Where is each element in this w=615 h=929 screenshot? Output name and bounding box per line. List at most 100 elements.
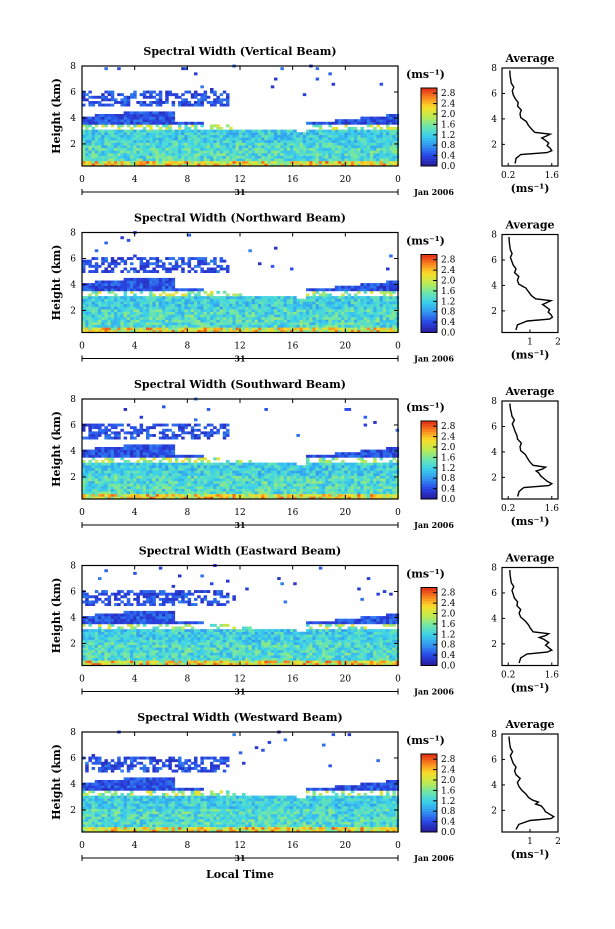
heat-cell [142,478,147,482]
heat-cell [382,470,387,474]
heat-cell [376,306,380,310]
average-title: Average [504,219,554,232]
heat-cell [110,301,115,305]
heat-cell [331,319,336,323]
heat-cell [85,145,89,149]
heat-cell [155,280,160,284]
heat-cell [123,293,128,297]
heat-cell [152,90,156,94]
heat-cell [315,470,320,474]
heat-cell [274,483,278,487]
heat-cell [370,316,374,320]
heat-cell [395,483,400,487]
heat-cell [376,285,380,289]
heat-cell [254,134,259,138]
heat-cell [274,158,278,162]
heat-cell [357,142,361,146]
heat-cell [312,478,316,482]
heat-cell [392,158,396,162]
heat-cell [123,283,128,286]
heat-cell [226,153,230,156]
heat-cell [277,163,281,167]
heat-cell [322,140,326,143]
heat-cell [197,259,201,263]
heat-cell [110,98,115,102]
heat-cell [219,101,224,104]
colorbar-tick-label: 0.0 [441,329,456,339]
heat-cell [382,301,387,305]
heat-cell [254,493,259,497]
heat-cell [197,145,201,149]
heat-cell [85,311,89,315]
heat-cell [146,483,150,487]
heat-cell [389,488,393,492]
heat-cell [88,480,92,484]
heat-cell [197,142,201,146]
heat-cell [104,303,108,307]
heat-cell [382,142,387,146]
heat-cell [357,145,361,149]
heat-cell [338,132,342,136]
heat-cell [322,163,326,167]
heat-cell [85,493,89,497]
heat-cell [344,493,348,497]
heat-cell [142,303,147,307]
heat-cell [123,470,128,474]
heat-cell [242,134,246,138]
heat-cell [130,491,134,495]
heat-cell [238,314,243,318]
heat-cell [149,103,153,107]
heat-cell [187,140,192,143]
heat-cell [379,496,384,500]
heat-cell [318,158,323,162]
heat-cell [222,259,227,263]
heat-cell [130,262,134,266]
heat-cell [149,467,153,471]
heat-cell [248,480,252,484]
heat-cell [338,285,342,289]
heat-cell [114,329,118,333]
heat-cell [306,293,310,297]
heat-cell [142,114,147,117]
heat-cell [82,303,86,307]
heat-cell [363,121,368,125]
heat-cell [328,475,332,479]
heat-cell [395,324,400,328]
heat-cell [184,314,188,318]
heat-cell [334,306,339,310]
heat-cell [242,491,246,495]
heat-cell [248,137,252,141]
heat-cell [94,288,99,292]
heat-cell [277,303,281,307]
heat-cell [280,303,284,307]
heat-cell [130,119,134,123]
avg-x-tick-label: 1.6 [545,171,560,181]
heat-cell [82,493,86,497]
heat-cell [168,322,172,325]
heat-cell [222,303,227,307]
heat-cell [341,470,345,474]
heat-cell [222,496,227,500]
heat-cell [334,147,339,151]
colorbar-segment [421,129,437,133]
heat-cell [341,285,345,289]
heat-cell [248,163,252,167]
heat-cell [315,77,320,81]
heat-cell [312,160,316,164]
heat-cell [354,119,358,123]
heat-cell [110,160,115,164]
heat-cell [286,134,291,138]
heat-cell [174,322,179,325]
heat-cell [123,277,128,281]
heat-cell [389,329,393,333]
heat-cell [181,488,185,492]
heat-cell [245,478,249,482]
heat-cell [158,480,163,484]
heat-cell [302,150,307,154]
heat-cell [280,491,284,495]
heat-cell [168,303,172,307]
heat-cell [200,480,204,484]
heat-cell [376,329,380,333]
heat-cell [373,475,377,479]
heat-cell [194,103,198,107]
